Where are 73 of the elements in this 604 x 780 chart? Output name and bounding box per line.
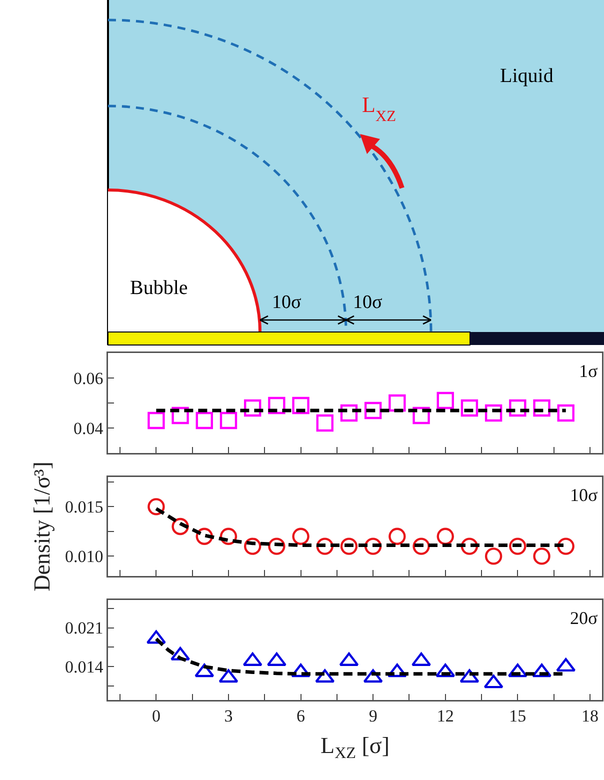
x-tick-label: 9 — [368, 706, 378, 726]
text: 10σ — [353, 292, 382, 313]
point — [315, 669, 335, 683]
point — [484, 674, 504, 688]
point — [436, 528, 454, 545]
point — [148, 412, 165, 430]
point — [244, 399, 262, 417]
text: L$_{XZ}$ — [362, 92, 396, 124]
point — [196, 528, 213, 545]
point — [148, 498, 165, 516]
x-tick-label: 0 — [152, 706, 160, 726]
point — [387, 664, 407, 678]
point — [460, 399, 478, 417]
point — [291, 664, 311, 678]
point — [340, 538, 358, 555]
annotation: 1σ — [579, 361, 598, 381]
point — [508, 664, 528, 678]
point — [194, 664, 214, 678]
x-tick-label: 6 — [296, 706, 306, 726]
point — [557, 404, 574, 422]
point — [460, 538, 478, 555]
point — [436, 392, 454, 410]
x-tick-label: 15 — [509, 706, 526, 726]
point — [509, 538, 526, 555]
point — [172, 406, 189, 424]
point — [556, 658, 576, 672]
point — [268, 396, 286, 414]
point — [316, 414, 334, 432]
y-tick-label: 0.015 — [65, 498, 104, 517]
y-tick-label: 0.021 — [65, 618, 104, 638]
point — [340, 404, 358, 422]
y-tick-label: 0.04 — [74, 418, 104, 438]
annotation: 20σ — [570, 608, 598, 628]
annotation: 10σ — [570, 485, 598, 505]
point — [412, 538, 430, 555]
text: 10σ — [272, 292, 302, 313]
point — [363, 669, 383, 683]
point — [146, 630, 166, 644]
text: Bubble — [130, 277, 188, 299]
point — [532, 664, 552, 678]
x-tick-label: 12 — [436, 706, 454, 726]
x-axis-title: L$_{XZ}$ [σ] — [320, 733, 390, 762]
point — [220, 528, 238, 545]
point — [292, 528, 310, 545]
point — [196, 412, 213, 430]
point — [364, 402, 382, 420]
y-axis-title: Density [1/σ³] — [30, 462, 55, 592]
point — [364, 538, 382, 555]
point — [172, 518, 189, 536]
y-tick-label: 0.014 — [65, 658, 104, 677]
point — [268, 538, 286, 555]
point — [533, 548, 550, 565]
point — [533, 399, 550, 417]
x-tick-label: 18 — [581, 706, 598, 726]
point — [316, 538, 334, 555]
point — [484, 404, 502, 422]
x-tick-label: 3 — [224, 706, 233, 726]
point — [244, 538, 262, 555]
point — [292, 396, 310, 414]
point — [388, 394, 406, 412]
y-tick-label: 0.06 — [74, 368, 104, 388]
text: Liquid — [500, 65, 554, 87]
point — [460, 669, 480, 683]
y-tick-label: 0.010 — [65, 547, 104, 566]
point — [170, 646, 190, 660]
point — [557, 538, 574, 555]
point — [412, 406, 430, 424]
point — [220, 412, 238, 430]
point — [436, 664, 456, 678]
point — [509, 399, 526, 417]
point — [218, 669, 238, 683]
point — [388, 528, 406, 545]
point — [484, 548, 502, 565]
